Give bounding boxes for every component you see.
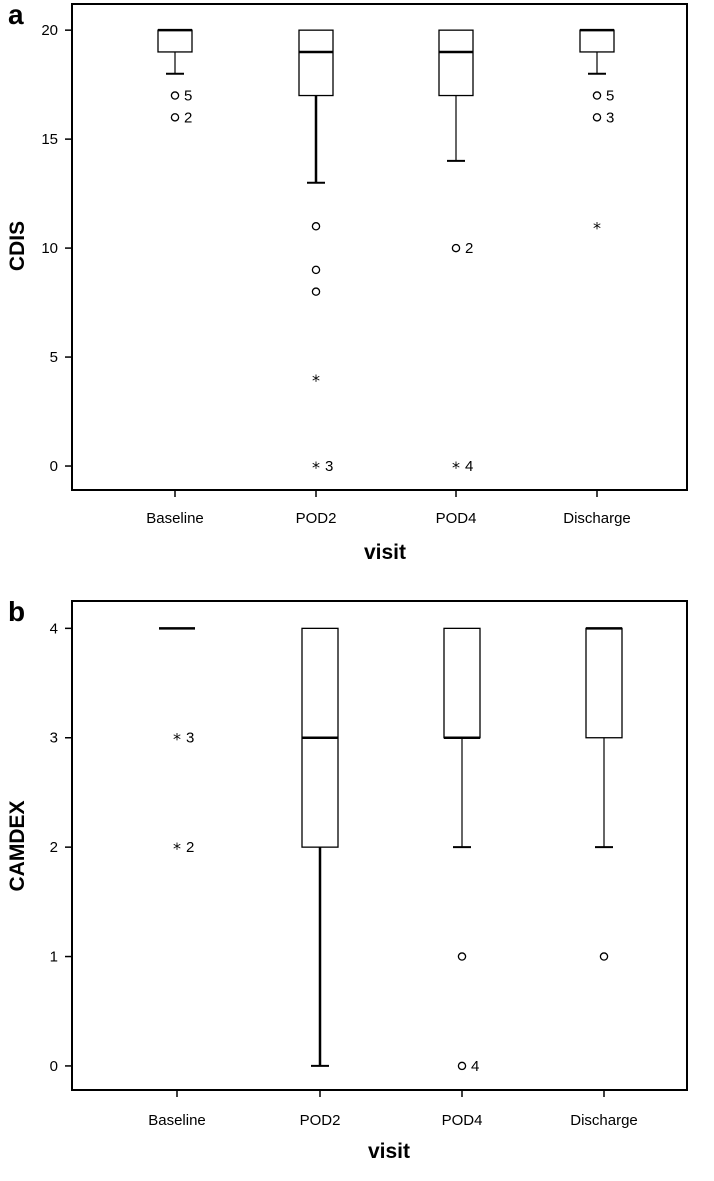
panel-a-ticks: 0 5 10 15 20 Baseline POD2 POD4 Discharge bbox=[41, 22, 630, 527]
outlier-circle bbox=[311, 265, 321, 275]
y-tick-label: 5 bbox=[50, 349, 58, 366]
panel-b-ticks: 0 1 2 3 4 Baseline POD2 POD4 Discharge bbox=[50, 620, 638, 1129]
panel-a-boxes: 5 2 * * 3 2 * 4 5 3 * bbox=[157, 28, 615, 477]
outlier-label: 2 bbox=[186, 839, 194, 856]
y-tick-label: 1 bbox=[50, 949, 58, 966]
y-tick-label: 4 bbox=[50, 620, 58, 637]
outlier-star: * bbox=[452, 458, 460, 477]
outlier-label: 2 bbox=[465, 240, 473, 257]
outlier-label: 2 bbox=[184, 109, 192, 126]
outlier-circle bbox=[599, 952, 609, 961]
box bbox=[157, 29, 193, 53]
outlier-label: 5 bbox=[184, 88, 192, 105]
outlier-star: * bbox=[173, 839, 181, 858]
box bbox=[579, 29, 615, 53]
outlier-circle bbox=[170, 113, 180, 122]
y-tick-label: 10 bbox=[41, 240, 58, 257]
outlier-circle bbox=[457, 952, 467, 961]
panel-a-x-axis-label: visit bbox=[364, 541, 406, 564]
outlier-star: * bbox=[312, 371, 320, 390]
outlier-circle bbox=[311, 222, 321, 231]
outlier-label: 3 bbox=[606, 109, 614, 126]
x-tick-label: Baseline bbox=[146, 510, 204, 527]
panel-a-frame bbox=[71, 3, 688, 491]
outlier-label: 5 bbox=[606, 88, 614, 105]
box bbox=[298, 29, 334, 97]
x-tick-label: POD4 bbox=[436, 510, 477, 527]
y-tick-label: 20 bbox=[41, 22, 58, 39]
outlier-star: * bbox=[173, 730, 181, 749]
outlier-star: * bbox=[593, 218, 601, 237]
panel-b-boxes: * 3 * 2 4 bbox=[159, 627, 623, 1075]
y-tick-label: 0 bbox=[50, 1058, 58, 1075]
x-tick-label: POD4 bbox=[442, 1112, 483, 1129]
x-tick-label: Baseline bbox=[148, 1112, 206, 1129]
outlier-label: 3 bbox=[325, 458, 333, 475]
box bbox=[438, 29, 474, 97]
outlier-label: 4 bbox=[471, 1058, 479, 1075]
panel-b-letter: b bbox=[8, 596, 25, 627]
x-tick-label: POD2 bbox=[296, 510, 337, 527]
panel-b-y-axis-label: CAMDEX bbox=[6, 800, 29, 891]
x-tick-label: Discharge bbox=[570, 1112, 638, 1129]
outlier-circle bbox=[457, 1061, 467, 1071]
outlier-circle bbox=[170, 91, 180, 100]
panel-a: a CDIS visit 0 5 10 15 20 Baseline POD2 POD4 Dis… bbox=[6, 0, 688, 564]
outlier-circle bbox=[311, 287, 321, 296]
outlier-star: * bbox=[312, 458, 320, 477]
panel-a-y-axis-label: CDIS bbox=[6, 221, 29, 271]
panel-a-letter: a bbox=[8, 0, 24, 30]
box bbox=[585, 627, 623, 739]
x-tick-label: Discharge bbox=[563, 510, 631, 527]
y-tick-label: 3 bbox=[50, 730, 58, 747]
outlier-label: 3 bbox=[186, 730, 194, 747]
outlier-circle bbox=[592, 113, 602, 122]
y-tick-label: 0 bbox=[50, 458, 58, 475]
panel-b: b CAMDEX visit 0 1 2 3 4 Baseline POD2 POD4 Disc… bbox=[6, 596, 688, 1163]
box bbox=[443, 627, 481, 739]
panel-b-frame bbox=[71, 600, 688, 1091]
outlier-circle bbox=[451, 243, 461, 253]
y-tick-label: 15 bbox=[41, 131, 58, 148]
outlier-circle bbox=[592, 91, 602, 100]
y-tick-label: 2 bbox=[50, 839, 58, 856]
outlier-label: 4 bbox=[465, 458, 473, 475]
panel-b-x-axis-label: visit bbox=[368, 1140, 410, 1163]
x-tick-label: POD2 bbox=[300, 1112, 341, 1129]
